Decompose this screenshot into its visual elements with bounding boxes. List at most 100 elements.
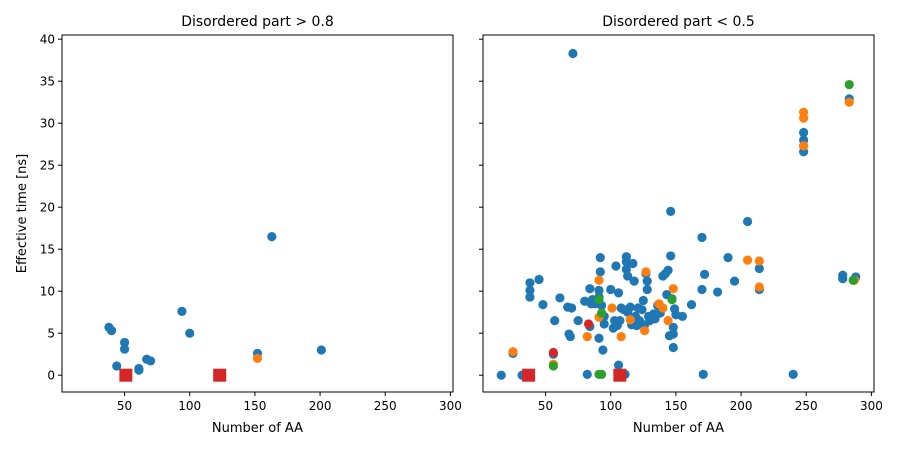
left-scatter-point (119, 344, 130, 354)
left-square-marker (119, 368, 133, 382)
right-scatter-point (496, 370, 506, 380)
left-x-tick-label: 200 (309, 399, 332, 413)
left-scatter-point (106, 326, 117, 336)
right-scatter-point (613, 288, 624, 298)
right-x-tick-label: 250 (795, 399, 818, 413)
right-scatter-point (838, 274, 848, 284)
right-scatter-point (641, 267, 651, 277)
left-x-tick-label: 100 (178, 399, 201, 413)
right-scatter-point (640, 326, 650, 336)
right-scatter-point (594, 275, 604, 285)
right-scatter-point (538, 300, 548, 310)
right-scatter-point (582, 331, 592, 342)
right-scatter-point (638, 295, 648, 306)
right-scatter-point (595, 253, 605, 263)
right-scatter-point (597, 308, 607, 318)
right-scatter-point (699, 269, 710, 279)
left-subplot-points (104, 232, 326, 382)
right-scatter-point (525, 292, 535, 302)
left-subplot-frame (61, 34, 454, 393)
right-scatter-point (582, 369, 592, 379)
right-subplot-title: Disordered part < 0.5 (602, 14, 755, 30)
right-square-marker (613, 368, 627, 382)
right-scatter-point (697, 232, 707, 243)
right-scatter-point (668, 322, 678, 332)
left-y-tick-label: 20 (40, 201, 55, 215)
right-scatter-point (548, 361, 558, 371)
right-scatter-point (525, 285, 535, 295)
right-scatter-point (799, 113, 809, 123)
left-x-tick-label: 300 (439, 399, 462, 413)
right-scatter-point (573, 316, 583, 326)
right-scatter-point (668, 284, 678, 294)
left-scatter-point (316, 345, 326, 355)
right-x-tick-label: 300 (860, 399, 883, 413)
right-x-axis-ticks: 50 100 150 200 250 300 (538, 392, 883, 413)
right-square-marker (522, 368, 536, 382)
left-y-tick-label: 30 (40, 117, 55, 131)
right-scatter-point (555, 293, 565, 303)
left-x-tick-label: 150 (243, 399, 266, 413)
right-scatter-point (565, 331, 575, 342)
left-y-tick-label: 15 (40, 243, 55, 257)
right-scatter-point (663, 265, 673, 275)
right-scatter-point (844, 79, 854, 90)
left-scatter-point (185, 328, 195, 338)
right-scatter-point (594, 285, 604, 295)
right-scatter-point (599, 319, 609, 329)
left-y-tick-label: 10 (40, 285, 55, 299)
right-scatter-point (742, 216, 753, 227)
right-x-tick-label: 100 (599, 399, 622, 413)
right-scatter-point (663, 316, 673, 326)
right-scatter-point (585, 284, 595, 294)
right-scatter-point (597, 369, 607, 379)
right-scatter-point (729, 276, 740, 286)
right-scatter-point (666, 206, 676, 216)
right-y-axis-ticks (479, 38, 483, 376)
right-scatter-point (568, 48, 578, 59)
right-x-tick-label: 150 (664, 399, 687, 413)
right-scatter-point (697, 284, 707, 295)
left-y-tick-label: 25 (40, 159, 55, 173)
right-scatter-point (508, 347, 518, 357)
right-scatter-point (677, 311, 688, 321)
left-y-tick-label: 40 (40, 33, 55, 47)
left-y-tick-label: 35 (40, 75, 55, 89)
left-scatter-point (112, 361, 122, 371)
right-scatter-point (742, 255, 753, 265)
right-scatter-point (583, 319, 594, 329)
right-scatter-point (637, 305, 647, 315)
right-scatter-point (642, 276, 652, 286)
right-scatter-point (615, 316, 625, 326)
left-scatter-point (177, 306, 187, 316)
right-scatter-point (642, 284, 652, 295)
right-scatter-point (625, 302, 635, 312)
left-x-tick-label: 50 (117, 399, 132, 413)
right-scatter-point (754, 263, 764, 274)
right-x-tick-label: 200 (730, 399, 753, 413)
right-scatter-point (668, 329, 678, 339)
right-subplot-points (496, 48, 861, 382)
right-scatter-point (666, 251, 676, 261)
left-scatter-point (267, 232, 277, 242)
right-scatter-point (723, 253, 733, 263)
right-scatter-point (754, 282, 764, 292)
right-scatter-point (667, 295, 677, 305)
right-scatter-point (686, 300, 697, 310)
right-scatter-point (628, 258, 638, 269)
right-subplot-frame (482, 34, 875, 393)
right-scatter-point (594, 295, 604, 305)
left-subplot: Disordered part > 0.8 50 100 150 200 250 300 … (15, 14, 462, 436)
right-scatter-point (788, 369, 798, 379)
right-scatter-point (698, 369, 708, 379)
left-scatter-point (146, 356, 156, 366)
right-scatter-point (594, 333, 604, 343)
right-scatter-point (607, 303, 617, 313)
right-scatter-point (650, 314, 660, 324)
right-scatter-point (567, 303, 577, 313)
right-scatter-point (799, 127, 809, 138)
right-scatter-point (844, 97, 854, 107)
right-scatter-point (598, 345, 608, 355)
right-scatter-point (668, 342, 678, 353)
